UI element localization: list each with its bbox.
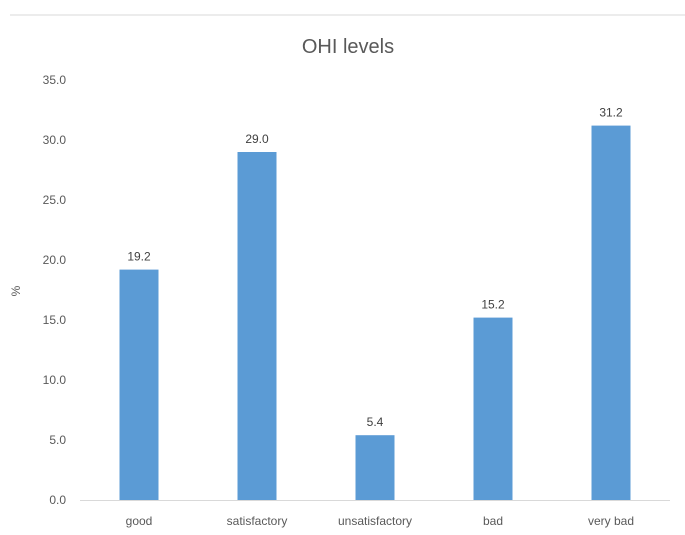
y-axis-ticks: 0.0 5.0 10.0 15.0 20.0 25.0 30.0 35.0 [43, 73, 67, 507]
x-category-label: satisfactory [227, 514, 288, 528]
y-tick-label: 15.0 [43, 313, 67, 327]
y-tick-label: 0.0 [49, 493, 66, 507]
bar-value-label: 29.0 [245, 132, 269, 146]
bar [355, 435, 395, 500]
bar-value-label: 31.2 [599, 106, 623, 120]
bar-value-label: 19.2 [127, 250, 151, 264]
y-tick-label: 20.0 [43, 253, 67, 267]
y-tick-label: 10.0 [43, 373, 67, 387]
chart-title: OHI levels [302, 36, 394, 58]
bar [473, 317, 513, 500]
bar [119, 269, 159, 500]
bar-value-label: 5.4 [367, 415, 384, 429]
bar-value-label: 15.2 [481, 298, 505, 312]
bar [237, 152, 277, 500]
x-category-label: very bad [588, 514, 634, 528]
x-category-label: good [126, 514, 153, 528]
y-tick-label: 5.0 [49, 433, 66, 447]
x-axis-labels: good satisfactory unsatisfactory bad very ba… [126, 514, 634, 528]
bars [119, 125, 631, 500]
bar [591, 125, 631, 500]
y-axis-title: % [9, 285, 23, 296]
y-tick-label: 25.0 [43, 193, 67, 207]
data-labels: 19.2 29.0 5.4 15.2 31.2 [127, 106, 623, 430]
y-tick-label: 35.0 [43, 73, 67, 87]
x-category-label: bad [483, 514, 503, 528]
x-category-label: unsatisfactory [338, 514, 412, 528]
y-tick-label: 30.0 [43, 133, 67, 147]
